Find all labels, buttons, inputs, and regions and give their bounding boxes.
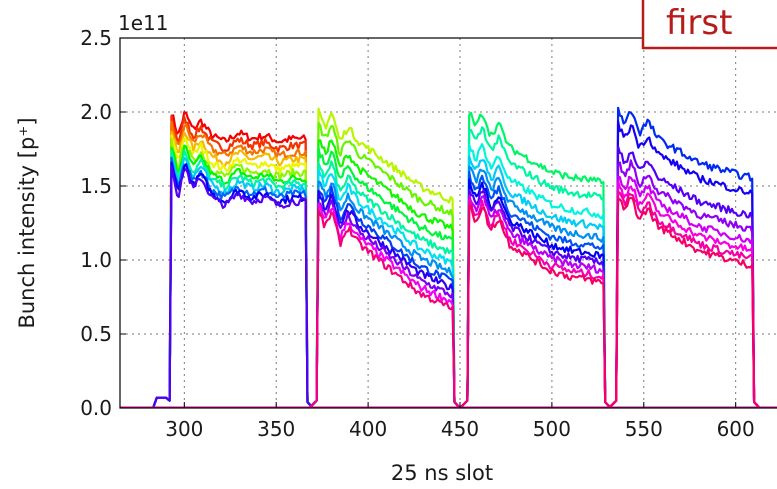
train-3-series-4 <box>120 155 777 408</box>
train-3-series-1 <box>120 111 777 408</box>
train-2-series-8 <box>120 185 777 408</box>
annotation-box: first <box>641 0 777 50</box>
train-1-series-2 <box>120 115 777 408</box>
x-tick-label: 500 <box>533 417 571 441</box>
annotation-text: first <box>666 3 732 43</box>
tick-marks <box>120 37 737 409</box>
y-tick-label: 2.0 <box>80 100 112 124</box>
train-1-series-5 <box>120 134 777 408</box>
train-2-series-9 <box>120 189 777 408</box>
train-1-series-4 <box>120 130 777 408</box>
train-1-series-12 <box>120 165 777 408</box>
x-tick-label: 350 <box>257 417 295 441</box>
x-tick-labels: 300 350 400 450 500 550 600 <box>165 417 755 441</box>
x-tick-label: 450 <box>441 417 479 441</box>
y-tick-labels: 0.0 0.5 1.0 1.5 2.0 2.5 <box>80 26 112 420</box>
train-2-series-3 <box>120 139 777 408</box>
train-1-series-11 <box>120 161 777 408</box>
train-4-series-2 <box>120 120 777 408</box>
train-2-series-1 <box>120 107 777 408</box>
y-tick-label: 1.5 <box>80 174 112 198</box>
train-3-series-5 <box>120 165 777 408</box>
train-2-series-6 <box>120 168 777 408</box>
train-2-series-5 <box>120 160 777 408</box>
y-offset-label: 1e11 <box>118 11 168 35</box>
y-axis-label: Bunch intensity [p⁺] <box>15 117 39 328</box>
train-2-series-4 <box>120 146 777 408</box>
gridlines <box>120 38 777 408</box>
train-2-series-2 <box>120 121 777 408</box>
train-3-series-8 <box>120 188 777 408</box>
train-3-series-10 <box>120 198 777 408</box>
annotation-frame <box>641 0 777 50</box>
train-4-series-4 <box>120 159 777 408</box>
train-2-series-7 <box>120 180 777 408</box>
train-3-series-9 <box>120 194 777 408</box>
train-4-series-5 <box>120 175 777 408</box>
train-4-series-6 <box>120 180 777 408</box>
train-3-series-11 <box>120 204 777 408</box>
train-1-series-1 <box>120 111 777 408</box>
train-1-series-3 <box>120 120 777 408</box>
train-3-series-6 <box>120 170 777 408</box>
y-tick-label: 1.0 <box>80 248 112 272</box>
train-2-series-10 <box>120 199 777 408</box>
data-series <box>120 106 777 408</box>
train-1-series-8 <box>120 149 777 408</box>
plot-frame <box>119 37 777 409</box>
train-1-series-7 <box>120 144 777 408</box>
y-tick-label: 0.0 <box>80 396 112 420</box>
train-3-series-2 <box>120 126 777 408</box>
x-tick-label: 300 <box>165 417 203 441</box>
y-tick-label: 2.5 <box>80 26 112 50</box>
x-tick-label: 400 <box>349 417 387 441</box>
train-1-series-9 <box>120 156 777 408</box>
train-3-series-3 <box>120 143 777 408</box>
train-3-series-7 <box>120 178 777 408</box>
train-4-series-1 <box>120 106 777 408</box>
x-tick-label: 550 <box>625 417 663 441</box>
train-2-series-12 <box>120 208 777 408</box>
train-4-series-3 <box>120 145 777 408</box>
x-axis-label: 25 ns slot <box>391 461 493 485</box>
x-tick-label: 600 <box>717 417 755 441</box>
y-tick-label: 0.5 <box>80 322 112 346</box>
train-4-series-8 <box>120 196 777 408</box>
train-4-series-7 <box>120 191 777 408</box>
